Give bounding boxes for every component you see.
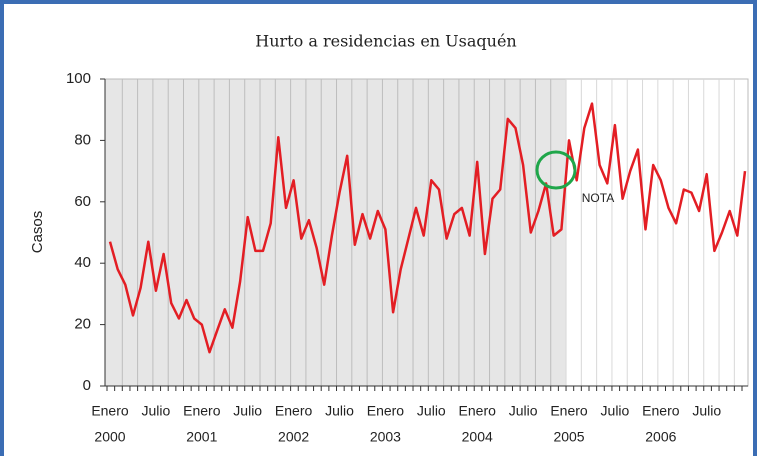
x-tick-label: Julio [601,403,630,419]
highlight-circle [535,150,577,190]
y-tick-label: 80 [74,131,91,148]
annotation: NOTA [582,191,614,205]
year-label: 2005 [553,429,584,445]
year-label: 2006 [645,429,676,445]
y-tick-label: 60 [74,193,91,210]
x-tick-label: Julio [325,403,354,419]
x-tick-label: Enero [91,403,129,419]
x-tick-label: Enero [459,403,497,419]
shaded-region [105,79,567,386]
x-tick-label: Enero [367,403,405,419]
year-label: 2003 [370,429,401,445]
x-tick-label: Enero [275,403,313,419]
x-tick-label: Julio [417,403,446,419]
y-tick-label: 100 [66,70,91,87]
data-line [108,102,747,354]
year-label: 2001 [186,429,217,445]
x-tick-label: Julio [509,403,538,419]
y-tick-label: 20 [74,316,91,333]
x-tick-label: Enero [550,403,588,419]
x-tick-label: Julio [142,403,171,419]
y-tick-label: 0 [83,377,91,394]
x-tick-label: Julio [692,403,721,419]
x-tick-label: Julio [233,403,262,419]
x-tick-label: Enero [642,403,680,419]
y-tick-label: 40 [74,254,91,271]
x-tick-label: Enero [183,403,221,419]
chart-title: Hurto a residencias en Usaquén [255,32,516,51]
y-axis-label: Casos [29,211,46,254]
year-label: 2000 [94,429,125,445]
year-label: 2002 [278,429,309,445]
year-label: 2004 [462,429,493,445]
